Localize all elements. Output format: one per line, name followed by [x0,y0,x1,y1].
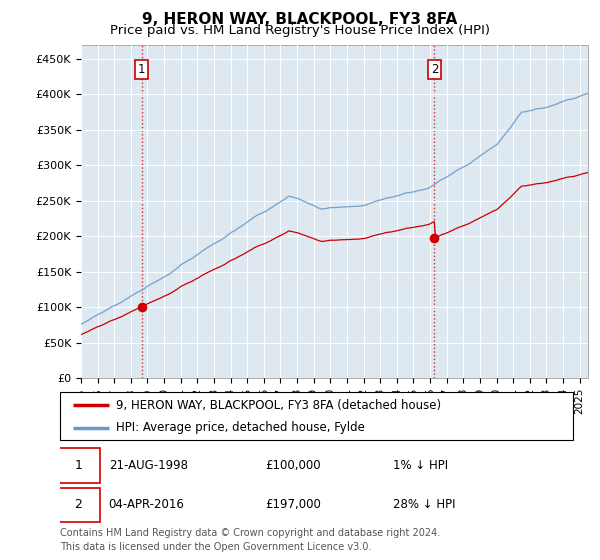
Text: HPI: Average price, detached house, Fylde: HPI: Average price, detached house, Fyld… [116,421,365,434]
Text: £197,000: £197,000 [265,498,321,511]
Text: 04-APR-2016: 04-APR-2016 [109,498,185,511]
Text: Contains HM Land Registry data © Crown copyright and database right 2024.
This d: Contains HM Land Registry data © Crown c… [60,528,440,552]
Text: 2: 2 [74,498,82,511]
Text: 1: 1 [138,63,145,76]
Text: 2: 2 [431,63,438,76]
Text: 1: 1 [74,459,82,472]
Text: 9, HERON WAY, BLACKPOOL, FY3 8FA (detached house): 9, HERON WAY, BLACKPOOL, FY3 8FA (detach… [116,399,442,412]
Text: Price paid vs. HM Land Registry's House Price Index (HPI): Price paid vs. HM Land Registry's House … [110,24,490,36]
FancyBboxPatch shape [58,488,100,522]
Text: 9, HERON WAY, BLACKPOOL, FY3 8FA: 9, HERON WAY, BLACKPOOL, FY3 8FA [142,12,458,27]
Text: £100,000: £100,000 [265,459,321,472]
Text: 1% ↓ HPI: 1% ↓ HPI [394,459,449,472]
FancyBboxPatch shape [58,449,100,483]
FancyBboxPatch shape [60,392,573,440]
Text: 21-AUG-1998: 21-AUG-1998 [109,459,188,472]
Text: 28% ↓ HPI: 28% ↓ HPI [394,498,456,511]
